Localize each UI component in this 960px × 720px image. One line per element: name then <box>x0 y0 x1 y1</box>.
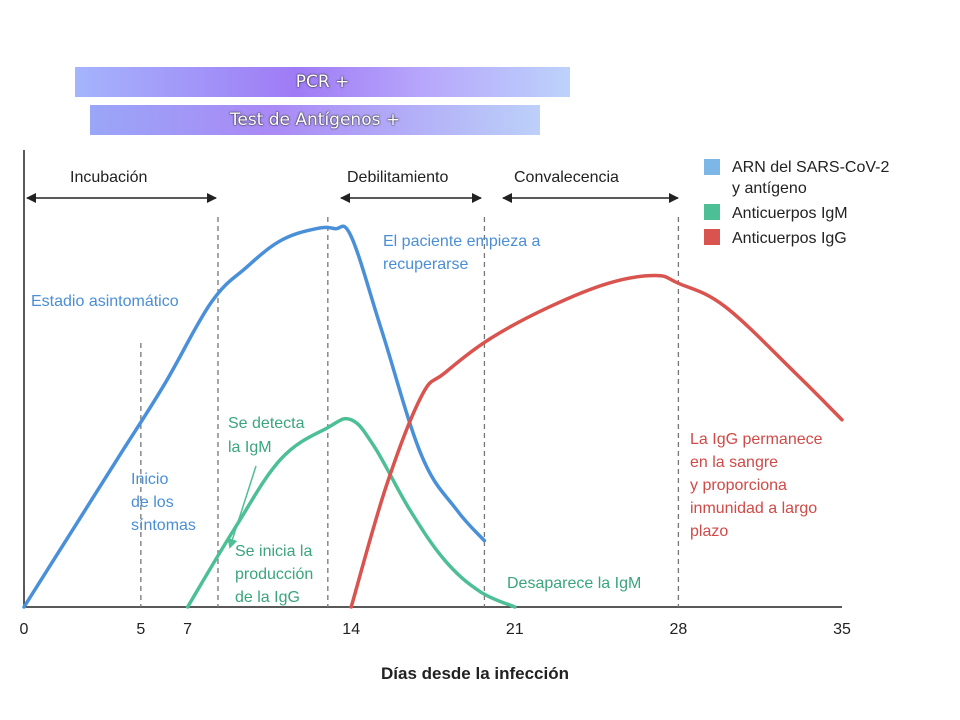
annotation-igg-start: Se inicia la producción de la IgG <box>235 543 318 606</box>
igg-start-pointer <box>227 465 257 549</box>
x-tick-label: 0 <box>20 621 29 638</box>
x-tick-label: 21 <box>506 621 524 638</box>
annotation-igm-gone: Desaparece la IgM <box>507 575 641 592</box>
annotation-igg-stays-line: inmunidad a largo <box>690 500 817 517</box>
legend-label-rna-line: ARN del SARS-CoV-2 <box>732 159 889 176</box>
annotation-recovery-line: recuperarse <box>383 256 468 273</box>
annotation-igg-start-line: de la IgG <box>235 589 300 606</box>
annotation-symptoms-line: Inicio <box>131 471 168 488</box>
phase-label-convalescence: Convalecencia <box>514 169 619 186</box>
x-tick-label: 14 <box>342 621 360 638</box>
legend-swatch-blue <box>704 159 720 175</box>
legend-label-igm: Anticuerpos IgM <box>732 205 848 222</box>
annotation-igg-stays-line: La IgG permanece <box>690 431 823 448</box>
annotation-igm-detect-line: la IgM <box>228 439 272 456</box>
phase-label-weakening: Debilitamiento <box>347 169 448 186</box>
series-rna-antigen-line <box>22 224 487 609</box>
annotation-igm-detect: Se detecta la IgM <box>228 415 309 456</box>
annotation-igg-stays-line: y proporciona <box>690 477 787 494</box>
legend-label-rna: ARN del SARS-CoV-2 y antígeno <box>732 159 894 197</box>
legend-label-igg: Anticuerpos IgG <box>732 230 847 247</box>
annotation-recovery: El paciente empieza a recuperarse <box>383 233 545 273</box>
annotation-asymptomatic: Estadio asintomático <box>31 293 179 310</box>
legend-label-rna-line: y antígeno <box>732 180 807 197</box>
annotation-symptoms-line: síntomas <box>131 517 196 534</box>
x-tick-label: 28 <box>670 621 688 638</box>
annotation-igg-start-line: producción <box>235 566 313 583</box>
annotation-igg-stays-line: plazo <box>690 523 728 540</box>
annotation-recovery-line: El paciente empieza a <box>383 233 541 250</box>
annotation-igg-stays: La IgG permanece en la sangre y proporci… <box>690 431 827 540</box>
annotation-igg-start-line: Se inicia la <box>235 543 312 560</box>
x-tick-label: 35 <box>833 621 851 638</box>
annotation-igg-stays-line: en la sangre <box>690 454 778 471</box>
x-tick-labels: 0 5 7 14 21 28 35 <box>20 621 851 638</box>
annotation-symptoms: Inicio de los síntomas <box>131 471 196 534</box>
x-tick-label: 7 <box>183 621 192 638</box>
series-igg-line <box>349 273 844 609</box>
legend-swatch-green <box>704 204 720 220</box>
antigen-banner-label: Test de Antígenos + <box>229 110 401 130</box>
phase-label-incubation: Incubación <box>70 169 147 186</box>
antigen-positive-banner: Test de Antígenos + <box>90 105 540 135</box>
x-axis-title: Días desde la infección <box>381 664 569 683</box>
x-tick-label: 5 <box>136 621 145 638</box>
legend-swatch-red <box>704 229 720 245</box>
legend: ARN del SARS-CoV-2 y antígeno Anticuerpo… <box>704 159 894 247</box>
pcr-banner-label: PCR + <box>295 72 350 92</box>
series-igm-line <box>185 416 517 609</box>
annotation-symptoms-line: de los <box>131 494 174 511</box>
data-series <box>22 224 844 609</box>
annotation-igm-detect-line: Se detecta <box>228 415 305 432</box>
pcr-positive-banner: PCR + <box>75 67 570 97</box>
